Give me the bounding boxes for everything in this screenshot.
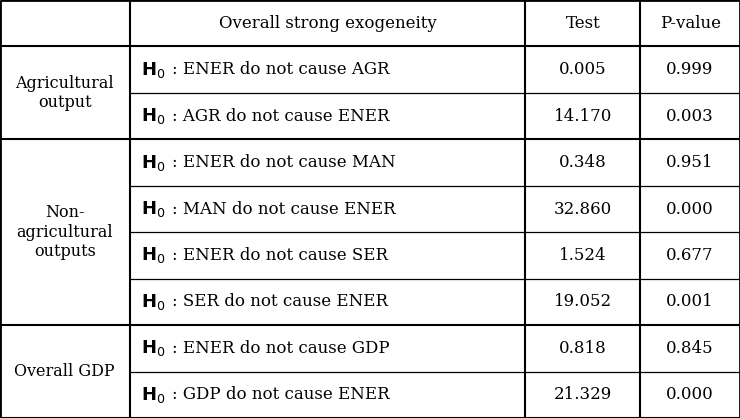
Text: 0.000: 0.000 (666, 386, 714, 403)
Text: Test: Test (565, 15, 600, 32)
Text: $\mathbf{H}_0$: $\mathbf{H}_0$ (141, 292, 165, 312)
Text: $\mathbf{H}_0$: $\mathbf{H}_0$ (141, 106, 165, 126)
Text: 0.951: 0.951 (666, 154, 714, 171)
Text: 1.524: 1.524 (559, 247, 607, 264)
Text: 14.170: 14.170 (554, 107, 612, 125)
Text: 32.860: 32.860 (554, 201, 612, 217)
Text: 0.005: 0.005 (559, 61, 607, 78)
Text: 0.348: 0.348 (559, 154, 607, 171)
Text: $\mathbf{H}_0$: $\mathbf{H}_0$ (141, 199, 165, 219)
Text: 21.329: 21.329 (554, 386, 612, 403)
Text: $\mathbf{H}_0$: $\mathbf{H}_0$ (141, 60, 165, 80)
Text: 19.052: 19.052 (554, 293, 612, 311)
Text: : ENER do not cause SER: : ENER do not cause SER (172, 247, 388, 264)
Text: : MAN do not cause ENER: : MAN do not cause ENER (172, 201, 395, 217)
Text: Overall strong exogeneity: Overall strong exogeneity (218, 15, 437, 32)
Text: Overall GDP: Overall GDP (15, 363, 115, 380)
Text: P-value: P-value (659, 15, 721, 32)
Text: 0.818: 0.818 (559, 340, 607, 357)
Text: $\mathbf{H}_0$: $\mathbf{H}_0$ (141, 385, 165, 405)
Text: 0.001: 0.001 (666, 293, 714, 311)
Text: $\mathbf{H}_0$: $\mathbf{H}_0$ (141, 153, 165, 173)
Text: : ENER do not cause AGR: : ENER do not cause AGR (172, 61, 389, 78)
Text: : SER do not cause ENER: : SER do not cause ENER (172, 293, 388, 311)
Text: 0.677: 0.677 (666, 247, 714, 264)
Text: : AGR do not cause ENER: : AGR do not cause ENER (172, 107, 389, 125)
Text: : ENER do not cause GDP: : ENER do not cause GDP (172, 340, 389, 357)
Text: 0.003: 0.003 (666, 107, 714, 125)
Text: 0.999: 0.999 (666, 61, 714, 78)
Text: Agricultural
output: Agricultural output (16, 74, 114, 111)
Text: $\mathbf{H}_0$: $\mathbf{H}_0$ (141, 338, 165, 358)
Text: $\mathbf{H}_0$: $\mathbf{H}_0$ (141, 245, 165, 265)
Text: Non-
agricultural
outputs: Non- agricultural outputs (16, 204, 113, 260)
Text: 0.000: 0.000 (666, 201, 714, 217)
Text: : GDP do not cause ENER: : GDP do not cause ENER (172, 386, 389, 403)
Text: : ENER do not cause MAN: : ENER do not cause MAN (172, 154, 395, 171)
Text: 0.845: 0.845 (666, 340, 714, 357)
